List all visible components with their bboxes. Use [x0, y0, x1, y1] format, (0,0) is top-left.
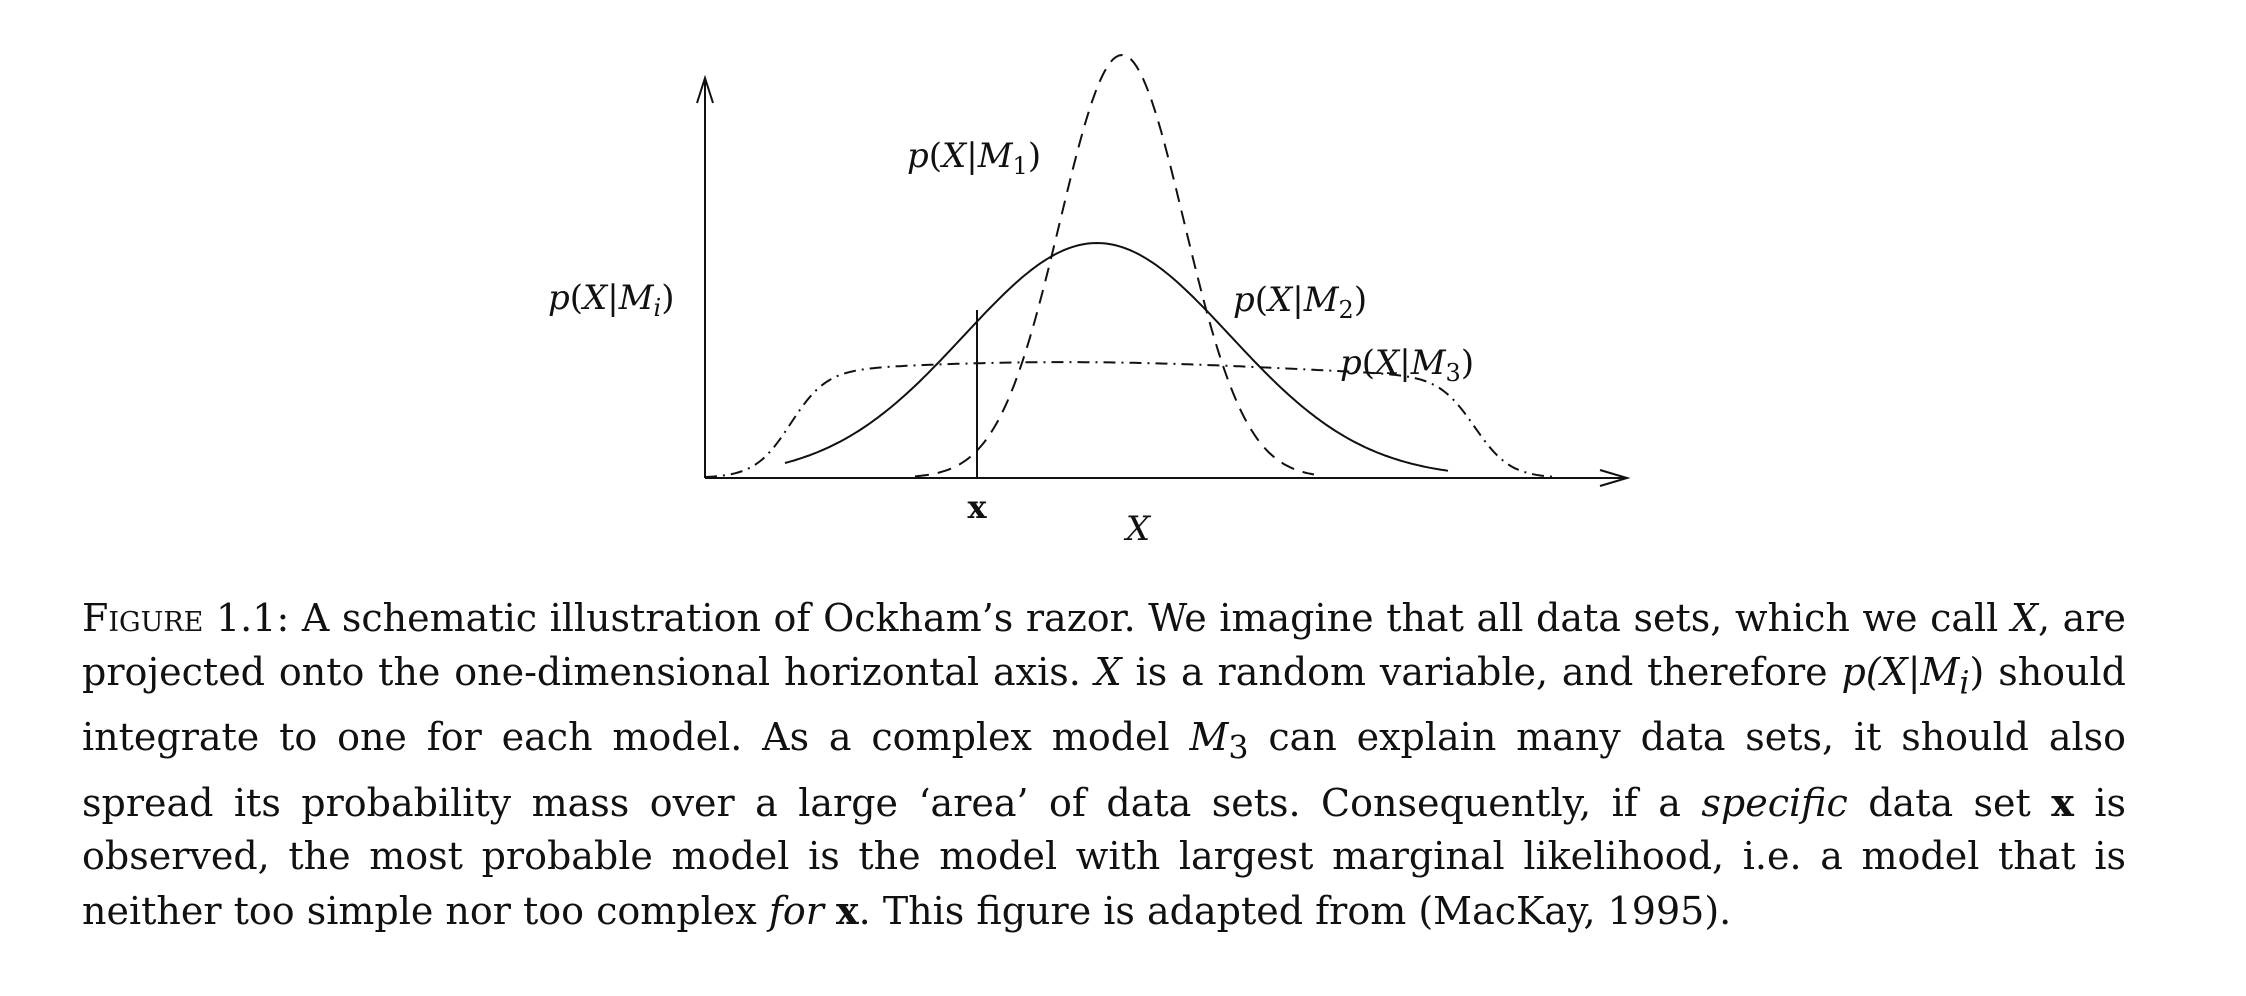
caption-math-likelihood: p(X|M: [1841, 649, 1960, 694]
curve-model-1: [914, 53, 1315, 478]
x-axis-arrowhead: [1599, 469, 1631, 487]
caption-math-close: ): [1969, 649, 1985, 694]
caption-text-4: should integrate to one for each model. …: [82, 649, 2126, 759]
caption-math-subscript: i: [1959, 665, 1970, 702]
figure-caption: Figure 1.1: A schematic illustration of …: [82, 592, 2126, 938]
curve-label-model-2: p(X|M2): [1233, 280, 1367, 324]
curve-label-model-3: p(X|M3): [1340, 343, 1474, 387]
x-axis-label: X: [1123, 509, 1152, 549]
caption-text-3: is a random variable, and therefore: [1121, 649, 1842, 694]
caption-text-7: is observed, the most probable model is …: [82, 780, 2127, 933]
caption-text-9: . This figure is adapted from (MacKay, 1…: [858, 888, 1732, 933]
caption-figure-number: 1.1:: [203, 596, 302, 640]
curve-model-2: [784, 241, 1449, 472]
y-axis-arrowhead: [696, 74, 714, 104]
caption-model-subscript: 3: [1228, 730, 1249, 767]
caption-text-2: , are projected onto the one-dimensional…: [82, 596, 2126, 694]
caption-text-5: can explain many data sets, it should al…: [82, 714, 2127, 825]
x-marker-label: x: [967, 488, 987, 526]
caption-emphasis-specific: specific: [1701, 780, 1848, 825]
ockham-razor-figure: p(X|Mi) p(X|M1) p(X|M2) p(X|M3) x X: [548, 53, 1631, 549]
caption-symbol-x: X: [1094, 649, 1122, 694]
curve-model-3: [704, 361, 1555, 479]
caption-text-8: [824, 889, 836, 933]
caption-bold-x: x: [836, 887, 859, 933]
caption-emphasis-for: for: [768, 888, 824, 933]
caption-symbol-model: M: [1189, 714, 1229, 759]
caption-figure-label: Figure: [82, 596, 204, 640]
caption-text-1: A schematic illustration of Ockham’s raz…: [301, 596, 2011, 640]
caption-symbol-x: X: [2010, 596, 2038, 640]
caption-text-6: data set: [1847, 780, 2052, 825]
curve-label-model-1: p(X|M1): [907, 136, 1041, 180]
y-axis-label: p(X|Mi): [548, 278, 675, 322]
caption-bold-x: x: [2051, 779, 2074, 825]
